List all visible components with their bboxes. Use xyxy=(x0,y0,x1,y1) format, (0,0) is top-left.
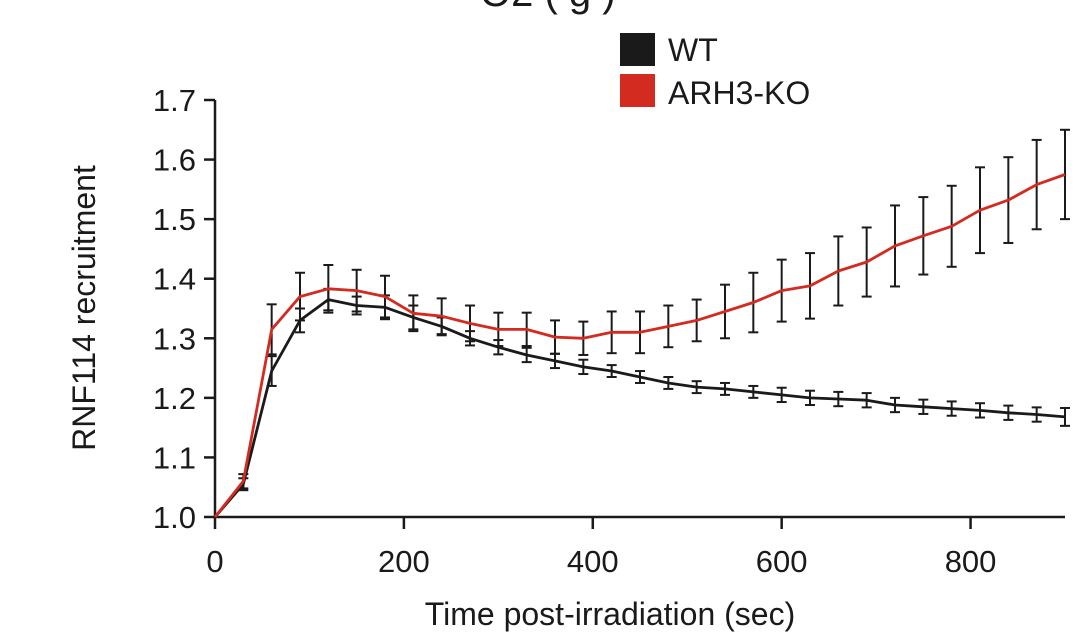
legend-swatch-arh3-ko xyxy=(620,74,655,107)
x-axis-ticks: 0 200 400 600 800 xyxy=(206,517,996,579)
x-tick-label: 400 xyxy=(567,544,619,579)
x-axis-label: Time post-irradiation (sec) xyxy=(425,596,795,632)
y-tick-label: 1.4 xyxy=(153,262,196,297)
y-tick-label: 1.0 xyxy=(153,500,196,535)
y-tick-label: 1.2 xyxy=(153,381,196,416)
x-tick-label: 200 xyxy=(378,544,430,579)
legend-label-wt: WT xyxy=(668,32,718,68)
line-arh3-ko xyxy=(213,173,1066,518)
legend: WT ARH3-KO xyxy=(620,32,810,111)
y-axis-label: RNF114 recruitment xyxy=(66,165,102,451)
y-tick-label: 1.7 xyxy=(153,83,196,118)
x-tick-label: 800 xyxy=(945,544,997,579)
y-tick-label: 1.3 xyxy=(153,321,196,356)
legend-label-arh3-ko: ARH3-KO xyxy=(668,75,810,111)
chart-title-fragment: O2 ( g ) xyxy=(480,0,616,15)
y-tick-label: 1.1 xyxy=(153,440,196,475)
y-axis-ticks: 1.0 1.1 1.2 1.3 1.4 1.5 1.6 1.7 xyxy=(153,83,215,535)
x-tick-label: 600 xyxy=(756,544,808,579)
series-arh3-ko xyxy=(213,128,1070,518)
legend-swatch-wt xyxy=(620,33,655,66)
x-tick-label: 0 xyxy=(206,544,223,579)
series-layer xyxy=(213,128,1070,518)
y-tick-label: 1.5 xyxy=(153,202,196,237)
y-tick-label: 1.6 xyxy=(153,143,196,178)
series-wt xyxy=(213,287,1070,518)
